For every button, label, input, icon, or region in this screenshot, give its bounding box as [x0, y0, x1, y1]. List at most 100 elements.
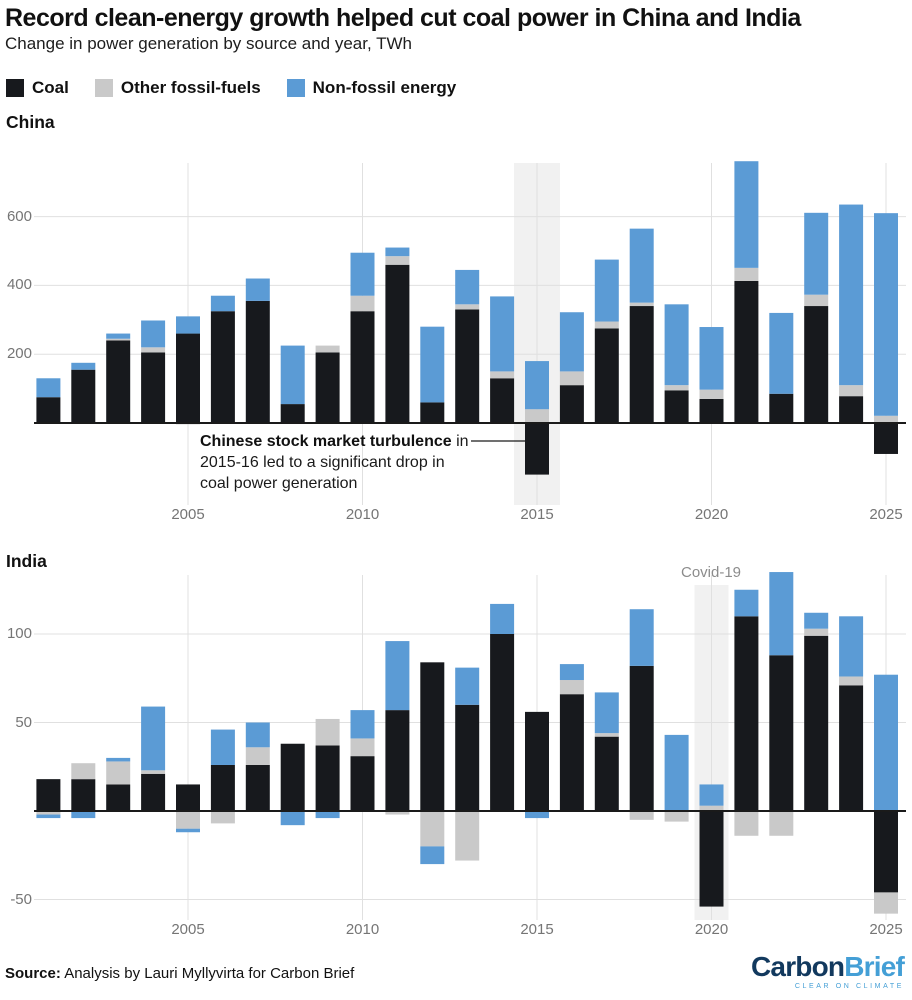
logo-wordmark: CarbonBrief: [751, 951, 905, 982]
y-axis-tick-label: 50: [15, 713, 32, 731]
bar-segment: [839, 204, 864, 386]
bar-segment: [141, 352, 166, 423]
x-axis-tick-label: 2015: [520, 506, 554, 523]
bar-segment: [839, 396, 864, 423]
bar-segment: [594, 733, 619, 737]
bar-segment: [734, 589, 759, 617]
bar-segment: [769, 312, 794, 394]
bar-segment: [280, 345, 305, 405]
bar-segment: [664, 304, 689, 386]
bar-segment: [350, 295, 375, 312]
bar-segment: [455, 811, 480, 861]
bar-segment: [141, 347, 166, 353]
bar-segment: [176, 784, 200, 811]
china-section-label: China: [6, 112, 55, 132]
bar-segment: [594, 259, 619, 322]
bar-segment: [629, 609, 654, 666]
bar-segment: [141, 320, 166, 348]
bar-segment: [210, 811, 235, 824]
bar-segment: [874, 415, 898, 423]
bar-segment: [280, 404, 305, 423]
source-line: Source: Analysis by Lauri Myllyvirta for…: [5, 965, 354, 982]
bar-segment: [245, 764, 270, 811]
bar-segment: [874, 423, 898, 454]
bar-segment: [594, 321, 619, 329]
logo-carbon: Carbon: [751, 951, 845, 982]
bar-segment: [350, 756, 375, 811]
bar-segment: [385, 247, 410, 257]
bar-segment: [176, 811, 200, 829]
bar-segment: [385, 641, 410, 711]
bar-segment: [874, 674, 898, 811]
bar-segment: [245, 300, 270, 423]
bar-segment: [804, 635, 829, 811]
bar-segment: [664, 390, 689, 423]
bar-segment: [210, 311, 235, 423]
bar-segment: [629, 228, 654, 303]
x-axis-tick-label: 2025: [869, 921, 903, 938]
india-section-label: India: [6, 551, 47, 571]
bar-segment: [455, 704, 480, 811]
bar-segment: [455, 309, 480, 423]
bar-segment: [315, 345, 340, 353]
bar-segment: [420, 662, 445, 811]
non-fossil-swatch-icon: [286, 79, 305, 97]
bar-segment: [594, 736, 619, 811]
y-axis-tick-label: 100: [6, 625, 32, 642]
bar-segment: [106, 757, 131, 762]
x-axis-tick-label: 2015: [520, 921, 554, 938]
covid-19-annotation: Covid-19: [680, 564, 742, 581]
logo-brief: Brief: [844, 951, 905, 982]
source-text: Analysis by Lauri Myllyvirta for Carbon …: [60, 965, 355, 982]
bar-segment: [734, 811, 759, 836]
carbon-brief-logo: CarbonBrief CLEAR ON CLIMATE: [751, 951, 905, 991]
legend: Coal Other fossil-fuels Non-fossil energ…: [6, 78, 456, 98]
bar-segment: [559, 371, 584, 386]
bar-segment: [525, 811, 549, 819]
bar-segment: [210, 764, 235, 811]
bar-segment: [664, 811, 689, 822]
bar-segment: [734, 280, 759, 423]
source-label: Source:: [5, 965, 61, 982]
other-fossil-swatch-icon: [94, 79, 113, 97]
bar-segment: [525, 711, 549, 811]
x-axis-tick-label: 2020: [694, 921, 729, 938]
bar-segment: [176, 828, 200, 833]
bar-segment: [769, 655, 794, 811]
bar-segment: [874, 892, 898, 914]
bar-segment: [176, 333, 200, 423]
bar-segment: [280, 811, 305, 826]
bar-segment: [769, 572, 794, 656]
bar-segment: [525, 361, 549, 410]
bar-segment: [210, 729, 235, 765]
bar-segment: [106, 333, 131, 339]
y-axis-tick-label: 400: [6, 276, 32, 294]
y-axis-tick-label: -50: [10, 890, 32, 908]
bar-segment: [36, 814, 61, 819]
bar-segment: [385, 256, 410, 265]
bar-segment: [559, 664, 584, 681]
bar-segment: [280, 743, 305, 811]
bar-segment: [664, 385, 689, 391]
bar-segment: [769, 811, 794, 836]
bar-segment: [490, 603, 515, 634]
bar-segment: [36, 397, 61, 423]
bar-segment: [699, 327, 724, 390]
bar-segment: [106, 784, 131, 811]
bar-segment: [315, 718, 340, 746]
x-axis-tick-label: 2005: [171, 506, 205, 523]
bar-segment: [769, 393, 794, 423]
chart-title: Record clean-energy growth helped cut co…: [5, 4, 801, 32]
legend-label: Other fossil-fuels: [120, 78, 261, 97]
stock-market-annotation: Chinese stock market turbulence in 2015-…: [200, 431, 476, 494]
bar-segment: [71, 779, 96, 811]
bar-segment: [734, 161, 759, 268]
bar-segment: [385, 264, 410, 423]
bar-segment: [455, 269, 480, 305]
bar-segment: [210, 295, 235, 312]
legend-item-other-fossil: Other fossil-fuels: [94, 78, 261, 98]
bar-segment: [141, 773, 166, 811]
bar-segment: [594, 692, 619, 734]
